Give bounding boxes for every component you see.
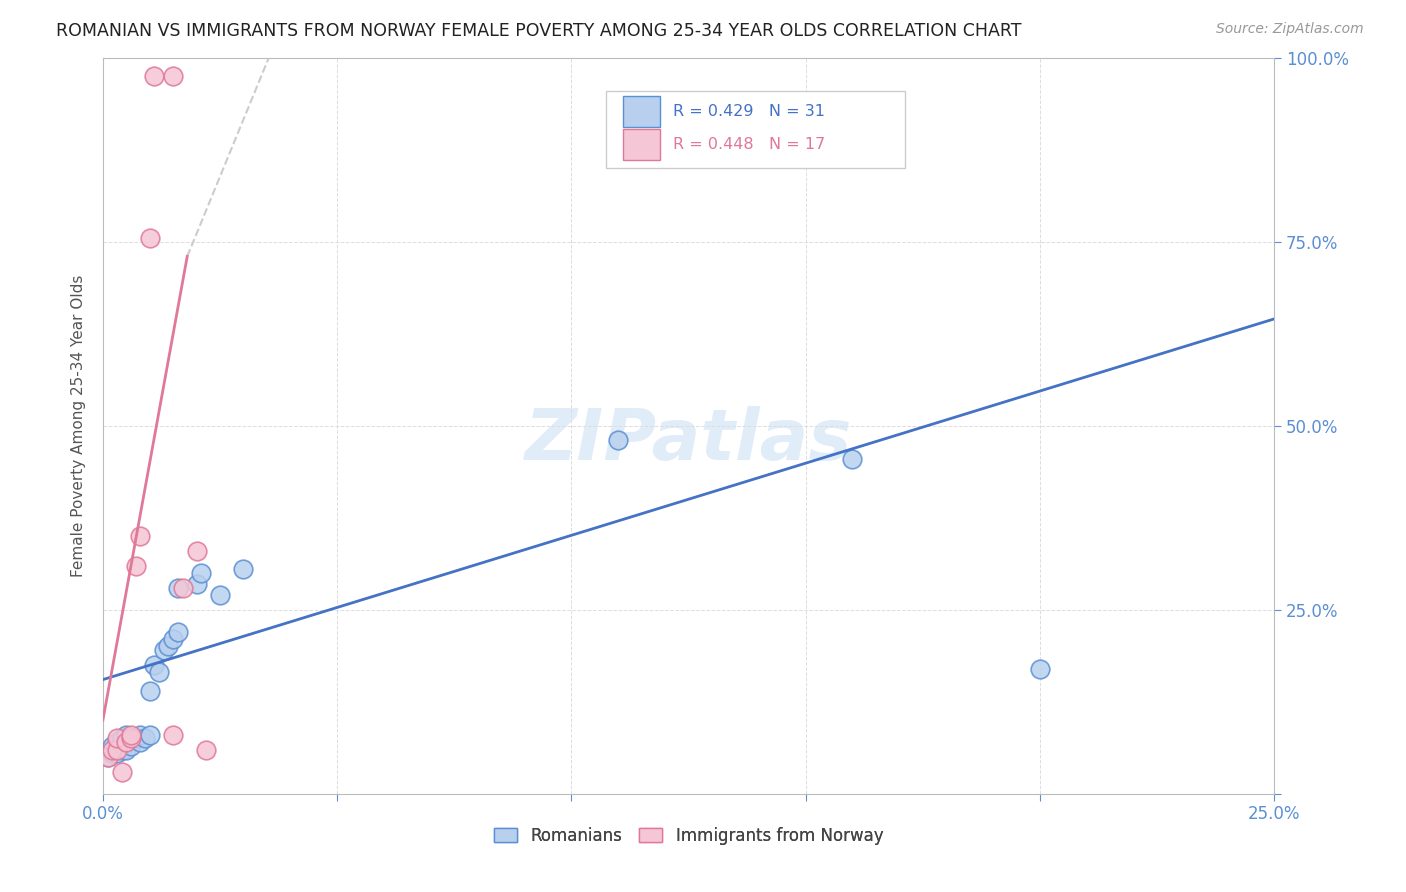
Point	[186, 543, 208, 558]
Point	[172, 581, 194, 595]
Point	[607, 434, 630, 448]
Point	[97, 750, 120, 764]
Text: R = 0.448   N = 17: R = 0.448 N = 17	[673, 136, 825, 152]
Point	[115, 735, 138, 749]
Point	[232, 562, 254, 576]
Y-axis label: Female Poverty Among 25-34 Year Olds: Female Poverty Among 25-34 Year Olds	[72, 275, 86, 577]
Point	[194, 742, 217, 756]
Point	[143, 69, 166, 83]
Point	[105, 735, 128, 749]
Point	[129, 728, 152, 742]
Text: Source: ZipAtlas.com: Source: ZipAtlas.com	[1216, 22, 1364, 37]
Point	[111, 764, 134, 779]
FancyBboxPatch shape	[623, 128, 661, 160]
Text: ZIPatlas: ZIPatlas	[524, 406, 852, 475]
Point	[125, 731, 148, 746]
Point	[166, 581, 188, 595]
Point	[105, 746, 128, 760]
Point	[143, 657, 166, 672]
Point	[101, 742, 124, 756]
Point	[120, 739, 142, 753]
Point	[125, 558, 148, 573]
Point	[120, 728, 142, 742]
FancyBboxPatch shape	[623, 95, 661, 127]
Point	[186, 577, 208, 591]
Point	[162, 632, 184, 646]
Point	[111, 742, 134, 756]
Point	[157, 640, 180, 654]
Text: ROMANIAN VS IMMIGRANTS FROM NORWAY FEMALE POVERTY AMONG 25-34 YEAR OLDS CORRELAT: ROMANIAN VS IMMIGRANTS FROM NORWAY FEMAL…	[56, 22, 1022, 40]
Point	[153, 643, 176, 657]
Point	[129, 529, 152, 543]
Point	[162, 728, 184, 742]
Point	[139, 231, 162, 245]
Point	[841, 451, 863, 466]
Point	[111, 731, 134, 746]
Point	[129, 735, 152, 749]
Point	[1029, 662, 1052, 676]
Point	[101, 739, 124, 753]
Point	[115, 728, 138, 742]
Point	[97, 750, 120, 764]
Point	[105, 731, 128, 746]
Point	[120, 731, 142, 746]
Point	[166, 624, 188, 639]
Point	[115, 742, 138, 756]
FancyBboxPatch shape	[606, 91, 905, 168]
Point	[139, 683, 162, 698]
Point	[208, 588, 231, 602]
Legend: Romanians, Immigrants from Norway: Romanians, Immigrants from Norway	[486, 821, 890, 852]
Point	[105, 742, 128, 756]
Point	[101, 746, 124, 760]
Point	[190, 566, 212, 580]
Point	[162, 69, 184, 83]
Point	[115, 735, 138, 749]
Point	[134, 731, 156, 746]
Point	[139, 728, 162, 742]
Text: R = 0.429   N = 31: R = 0.429 N = 31	[673, 103, 825, 119]
Point	[148, 665, 170, 680]
